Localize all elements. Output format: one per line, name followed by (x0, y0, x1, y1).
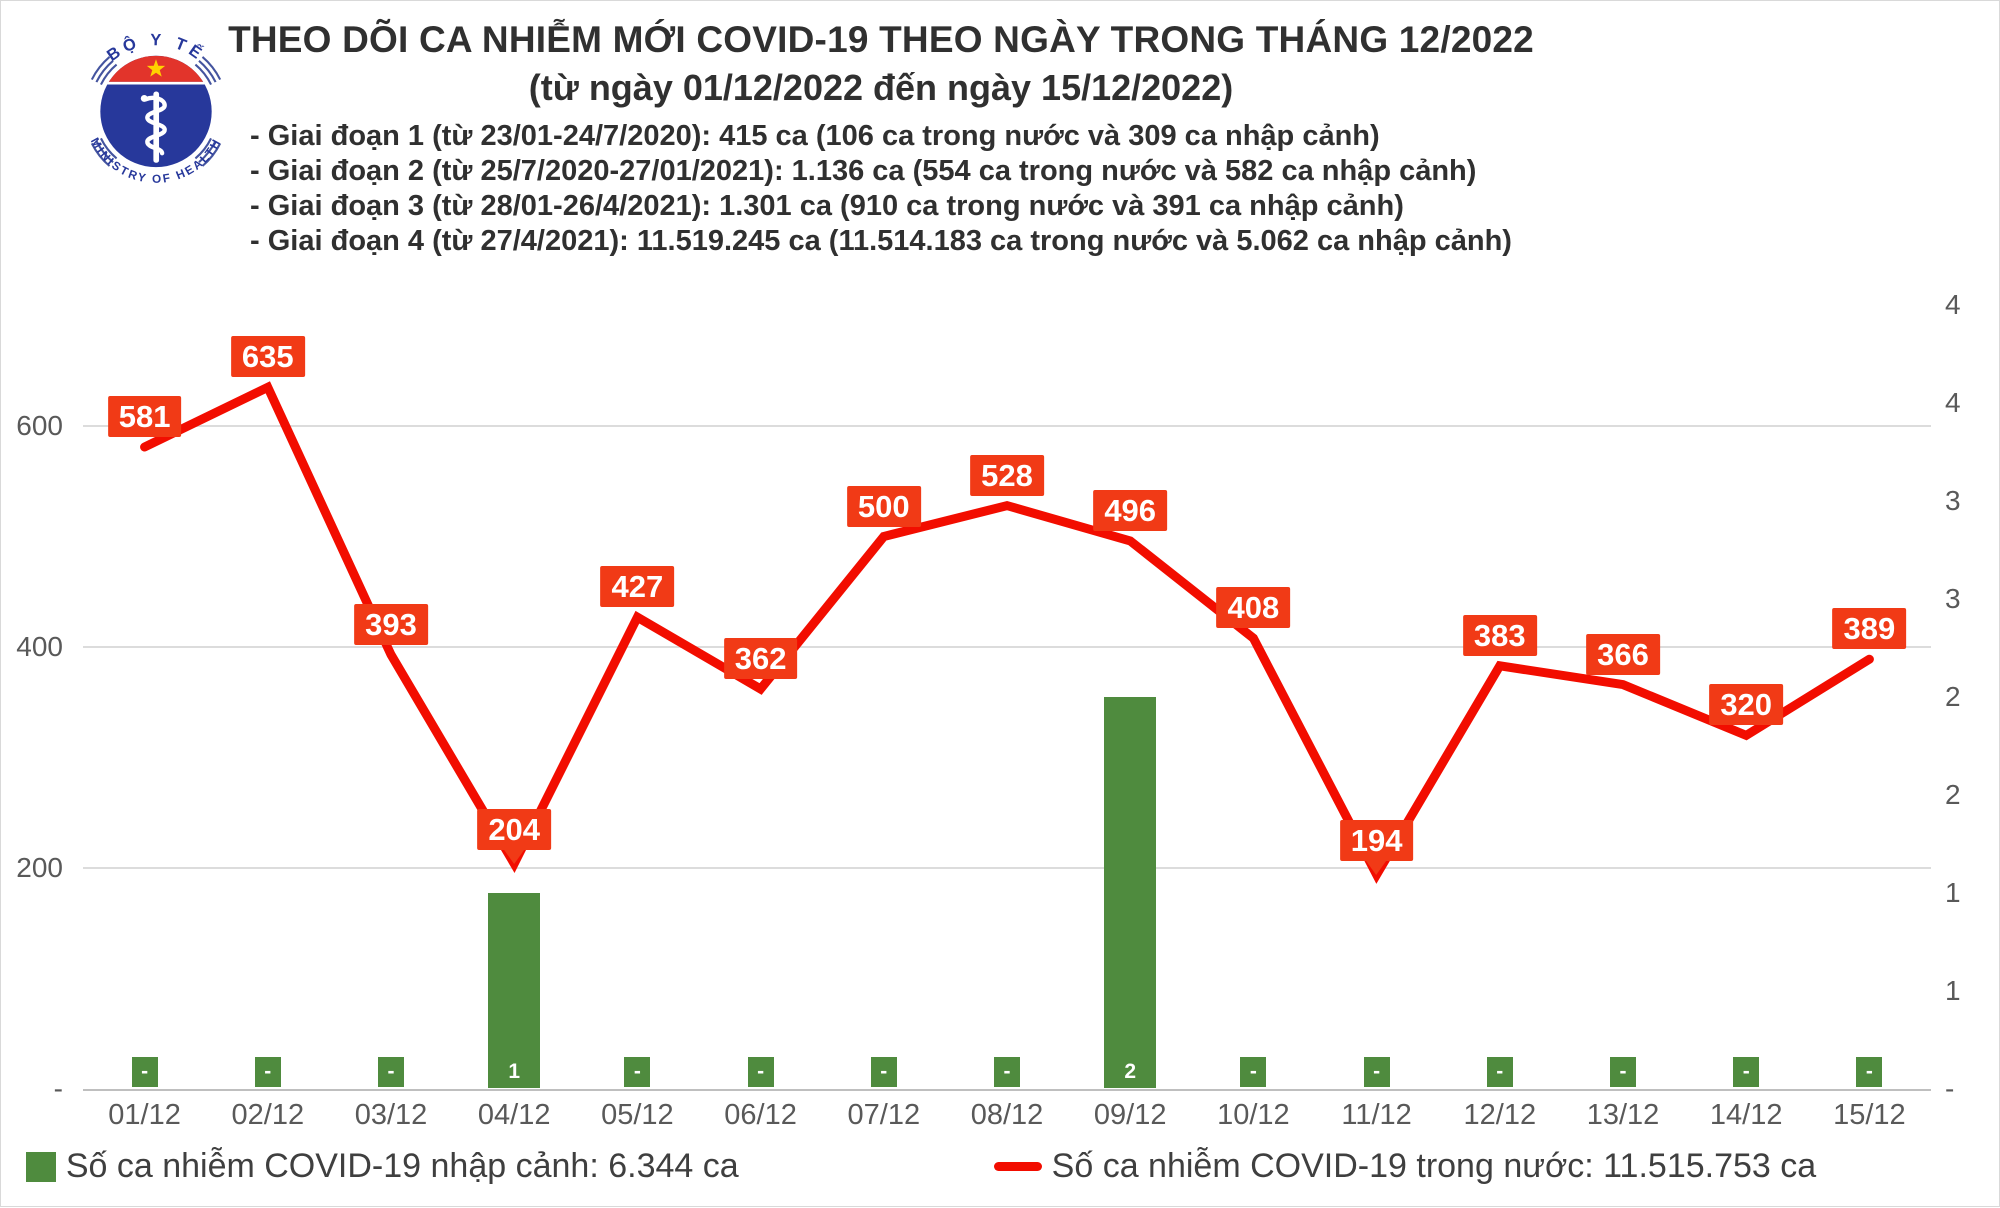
line-data-label: 581 (107, 395, 182, 437)
bar-value-label: - (1240, 1057, 1267, 1087)
line-data-label: 194 (1339, 819, 1414, 875)
bar-value-label: - (1856, 1057, 1883, 1087)
x-axis-label: 07/12 (847, 1099, 921, 1131)
y-axis-label-right: 4 (1945, 289, 1961, 320)
bar (1104, 697, 1157, 1088)
x-axis-label: 13/12 (1586, 1099, 1660, 1131)
line-data-label: 528 (970, 454, 1044, 496)
line-data-label: 500 (846, 485, 921, 527)
legend-bar-swatch-icon (25, 1151, 56, 1182)
legend-item-domestic: Số ca nhiễm COVID-19 trong nước: 11.515.… (993, 1147, 1817, 1186)
x-axis-label: 14/12 (1709, 1099, 1783, 1131)
phase-summary-block: - Giai đoạn 1 (từ 23/01-24/7/2020): 415 … (250, 119, 1512, 259)
y-axis-label-right: 3 (1945, 485, 1961, 516)
y-axis-label-left: - (53, 1073, 63, 1104)
ministry-of-health-logo: BỘ Y TẾ MINISTRY OF HEALTH (88, 30, 223, 186)
line-data-label: 427 (600, 566, 675, 608)
phase-4-summary: - Giai đoạn 4 (từ 27/4/2021): 11.519.245… (250, 225, 1512, 257)
bar-value-label: 2 (1124, 1060, 1137, 1083)
line-data-label: 635 (230, 336, 305, 378)
y-axis-label-right: - (1945, 1073, 1955, 1104)
bar-value-label: - (870, 1057, 897, 1087)
x-axis-label: 15/12 (1833, 1099, 1906, 1131)
phase-3-summary: - Giai đoạn 3 (từ 28/01-26/4/2021): 1.30… (250, 190, 1404, 222)
bar-value-label: 1 (508, 1060, 521, 1083)
x-axis-line (83, 1089, 1931, 1091)
x-axis-label: 10/12 (1217, 1099, 1290, 1131)
y-axis-label-right: 1 (1945, 877, 1961, 908)
y-axis-label-right: 1 (1945, 975, 1961, 1006)
y-axis-label-left: 200 (16, 852, 63, 883)
line-data-label: 383 (1462, 614, 1537, 656)
phase-2-summary: - Giai đoạn 2 (từ 25/7/2020-27/01/2021):… (250, 155, 1477, 187)
x-axis-label: 05/12 (601, 1099, 674, 1131)
line-data-label: 204 (477, 808, 552, 864)
x-axis-label: 09/12 (1093, 1099, 1167, 1131)
y-axis-label-right: 4 (1945, 387, 1961, 418)
y-axis-label-left: 600 (16, 410, 63, 441)
label-pointer-icon (504, 849, 525, 864)
bar (488, 893, 541, 1088)
x-axis-label: 01/12 (108, 1099, 181, 1131)
chart-header: THEO DÕI CA NHIỄM MỚI COVID-19 THEO NGÀY… (31, 19, 1731, 259)
bar-value-label: - (1486, 1057, 1513, 1087)
chart-title: THEO DÕI CA NHIỄM MỚI COVID-19 THEO NGÀY… (228, 19, 1534, 60)
legend-domestic-label: Số ca nhiễm COVID-19 trong nước: 11.515.… (1051, 1147, 1817, 1185)
x-axis-label: 12/12 (1463, 1099, 1537, 1131)
line-data-label: 366 (1586, 633, 1660, 675)
bar-value-label: - (624, 1057, 651, 1087)
label-pointer-icon (1366, 860, 1387, 875)
x-axis-label: 03/12 (354, 1099, 428, 1131)
y-axis-label-right: 2 (1945, 681, 1961, 712)
line-data-label: 408 (1216, 587, 1291, 629)
staff-of-asclepius-icon (140, 91, 167, 163)
x-axis-label: 04/12 (477, 1099, 551, 1131)
chart-subtitle: (từ ngày 01/12/2022 đến ngày 15/12/2022) (528, 67, 1234, 108)
gridline (83, 425, 1931, 427)
line-data-label: 320 (1709, 684, 1784, 726)
legend-imported-label: Số ca nhiễm COVID-19 nhập cảnh: 6.344 ca (65, 1147, 739, 1185)
legend-item-imported: Số ca nhiễm COVID-19 nhập cảnh: 6.344 ca (25, 1147, 739, 1186)
star-icon (146, 59, 166, 77)
y-axis-label-right: 2 (1945, 779, 1961, 810)
line-data-label: 389 (1832, 608, 1907, 650)
bar-value-label: - (254, 1057, 281, 1087)
x-axis-label: 06/12 (724, 1099, 797, 1131)
line-data-label: 393 (354, 603, 428, 645)
bar-value-label: - (131, 1057, 158, 1087)
bar-value-label: - (1610, 1057, 1636, 1087)
x-axis-label: 08/12 (970, 1099, 1044, 1131)
legend: Số ca nhiễm COVID-19 nhập cảnh: 6.344 ca… (1, 1147, 1841, 1186)
line-data-label: 496 (1093, 489, 1168, 531)
x-axis-label: 02/12 (231, 1099, 305, 1131)
bar-value-label: - (994, 1057, 1020, 1087)
bar-value-label: - (1733, 1057, 1760, 1087)
gridline (83, 646, 1931, 648)
bar-value-label: - (1363, 1057, 1390, 1087)
gridline (83, 867, 1931, 869)
phase-1-summary: - Giai đoạn 1 (từ 23/01-24/7/2020): 415 … (250, 120, 1380, 152)
y-axis-label-right: 3 (1945, 583, 1961, 614)
x-axis-label: 11/12 (1341, 1099, 1412, 1131)
line-path (140, 381, 1874, 884)
bar-value-label: - (378, 1057, 404, 1087)
y-axis-label-left: 400 (16, 631, 63, 662)
line-data-label: 362 (723, 637, 798, 679)
legend-line-swatch-icon (993, 1162, 1042, 1171)
bar-value-label: - (747, 1057, 774, 1087)
